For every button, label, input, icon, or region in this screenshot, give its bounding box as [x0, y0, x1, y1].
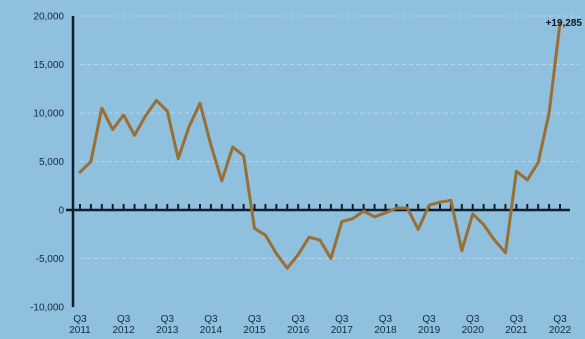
x-tick-label: Q3 2019 [418, 314, 441, 336]
x-tick-label: Q3 2022 [549, 314, 572, 336]
x-tick-label: Q3 2011 [69, 314, 91, 336]
y-tick-label: -5,000 [36, 254, 65, 265]
y-tick-label: 5,000 [39, 157, 64, 168]
y-tick-label: 20,000 [33, 12, 64, 23]
y-tick-label: 15,000 [33, 60, 64, 71]
grid-lines [80, 15, 580, 259]
x-tick-label: Q3 2020 [462, 314, 485, 336]
y-tick-label: -10,000 [30, 303, 64, 314]
x-axis-tick-labels: Q3 2011 Q3 2012 Q3 2013 Q3 2014 Q3 2015 Q3 2016 Q3 20… [69, 314, 571, 336]
series-line [78, 21, 562, 270]
last-value-annotation: +19,285 [546, 18, 583, 29]
x-tick-label: Q3 2015 [243, 314, 266, 336]
y-tick-label: 10,000 [33, 109, 64, 120]
x-tick-label: Q3 2016 [287, 314, 310, 336]
x-tick-label: Q3 2012 [113, 314, 136, 336]
y-axis-tick-labels: 20,000 15,000 10,000 5,000 0 -5,000 -10,000 [30, 12, 64, 314]
x-tick-label: Q3 2017 [331, 314, 354, 336]
zero-baseline [66, 204, 570, 212]
x-tick-label: Q3 2013 [156, 314, 179, 336]
x-tick-label: Q3 2018 [374, 314, 397, 336]
x-tick-label: Q3 2014 [200, 314, 223, 336]
y-tick-label: 0 [58, 206, 64, 217]
x-tick-label: Q3 2021 [505, 314, 528, 336]
